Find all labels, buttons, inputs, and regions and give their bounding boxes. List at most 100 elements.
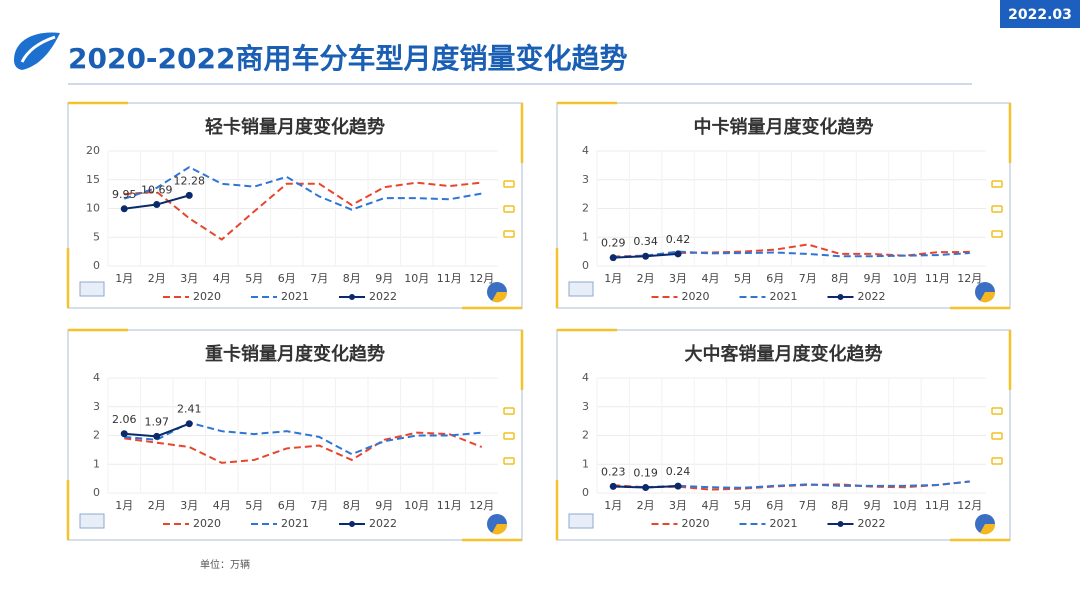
y-tick-label: 10 — [86, 202, 100, 215]
legend-marker — [349, 521, 355, 527]
x-tick-label: 2月 — [148, 499, 166, 512]
side-icon — [503, 432, 515, 440]
x-tick-label: 2月 — [148, 272, 166, 285]
x-tick-label: 1月 — [115, 499, 133, 512]
x-tick-label: 8月 — [343, 499, 361, 512]
x-tick-label: 6月 — [278, 272, 296, 285]
x-tick-label: 8月 — [343, 272, 361, 285]
y-tick-label: 2 — [582, 202, 589, 215]
legend-label: 2020 — [193, 290, 221, 303]
x-tick-label: 4月 — [701, 499, 719, 512]
x-tick-label: 3月 — [669, 272, 687, 285]
point — [642, 484, 650, 492]
legend-label: 2021 — [281, 290, 309, 303]
chart-title: 重卡销量月度变化趋势 — [205, 343, 385, 365]
x-tick-label: 11月 — [925, 499, 950, 512]
x-tick-label: 7月 — [310, 499, 328, 512]
legend-label: 2022 — [858, 517, 886, 530]
data-label: 0.42 — [666, 233, 691, 246]
point — [120, 205, 128, 213]
data-label: 0.24 — [666, 465, 691, 478]
legend-label: 2021 — [281, 517, 309, 530]
y-tick-label: 5 — [93, 230, 100, 243]
legend-label: 2020 — [682, 290, 710, 303]
series-line — [124, 431, 483, 464]
y-tick-label: 1 — [582, 457, 589, 470]
x-tick-label: 1月 — [604, 272, 622, 285]
corner-icon — [492, 524, 508, 535]
side-icon — [503, 230, 515, 238]
y-tick-label: 1 — [93, 457, 100, 470]
series-line — [124, 421, 482, 456]
legend-label: 2020 — [682, 517, 710, 530]
x-tick-label: 10月 — [404, 272, 429, 285]
data-label: 10.69 — [141, 184, 173, 197]
x-tick-label: 1月 — [604, 499, 622, 512]
x-tick-label: 5月 — [734, 499, 752, 512]
x-tick-label: 3月 — [669, 499, 687, 512]
x-tick-label: 4月 — [213, 272, 231, 285]
x-tick-label: 5月 — [245, 272, 263, 285]
legend-marker — [837, 521, 844, 527]
x-tick-label: 7月 — [310, 272, 328, 285]
date-badge — [1000, 0, 1080, 28]
chart-title: 大中客销量月度变化趋势 — [685, 343, 883, 365]
corner-icon — [980, 292, 996, 303]
side-icon — [991, 180, 1003, 188]
point — [185, 420, 193, 428]
y-tick-label: 0 — [582, 259, 589, 272]
x-tick-label: 9月 — [375, 499, 393, 512]
side-icon — [503, 457, 515, 465]
legend-label: 2022 — [858, 290, 886, 303]
y-tick-label: 4 — [93, 371, 100, 384]
point — [674, 482, 682, 490]
x-tick-label: 8月 — [831, 272, 849, 285]
y-tick-label: 0 — [582, 486, 589, 499]
x-tick-label: 10月 — [404, 499, 429, 512]
x-tick-label: 2月 — [637, 272, 655, 285]
y-tick-label: 0 — [93, 486, 100, 499]
page-title: 2020-2022商用车分车型月度销量变化趋势 — [68, 42, 627, 75]
x-tick-label: 9月 — [375, 272, 393, 285]
x-tick-label: 12月 — [469, 499, 494, 512]
y-tick-label: 4 — [582, 371, 589, 384]
side-icon — [503, 205, 515, 213]
side-icon — [503, 407, 515, 415]
x-tick-label: 8月 — [831, 499, 849, 512]
panel — [556, 102, 1011, 309]
data-label: 2.06 — [112, 413, 137, 426]
y-tick-label: 3 — [582, 400, 589, 413]
x-tick-label: 3月 — [180, 499, 198, 512]
x-tick-label: 2月 — [637, 499, 655, 512]
x-tick-label: 6月 — [766, 272, 784, 285]
y-tick-label: 2 — [93, 429, 100, 442]
logo-stroke — [20, 35, 56, 63]
point — [609, 254, 617, 262]
data-label: 12.28 — [174, 174, 206, 187]
x-tick-label: 10月 — [892, 272, 917, 285]
logo — [14, 32, 60, 70]
x-tick-label: 7月 — [799, 499, 817, 512]
y-tick-label: 15 — [86, 173, 100, 186]
side-icon — [991, 457, 1003, 465]
x-tick-label: 6月 — [278, 499, 296, 512]
data-label: 0.29 — [601, 237, 626, 250]
point — [185, 191, 193, 199]
data-label: 0.34 — [633, 235, 658, 248]
x-tick-label: 7月 — [799, 272, 817, 285]
x-tick-label: 12月 — [469, 272, 494, 285]
y-tick-label: 20 — [86, 144, 100, 157]
legend-label: 2022 — [369, 517, 397, 530]
side-icon — [503, 180, 515, 188]
y-tick-label: 3 — [93, 400, 100, 413]
x-tick-label: 9月 — [864, 499, 882, 512]
corner-icon — [568, 513, 594, 529]
x-tick-label: 11月 — [437, 499, 462, 512]
side-icon — [991, 230, 1003, 238]
legend-marker — [837, 294, 844, 300]
x-tick-label: 4月 — [701, 272, 719, 285]
x-tick-label: 5月 — [245, 499, 263, 512]
series-line — [123, 165, 482, 211]
y-tick-label: 0 — [93, 259, 100, 272]
